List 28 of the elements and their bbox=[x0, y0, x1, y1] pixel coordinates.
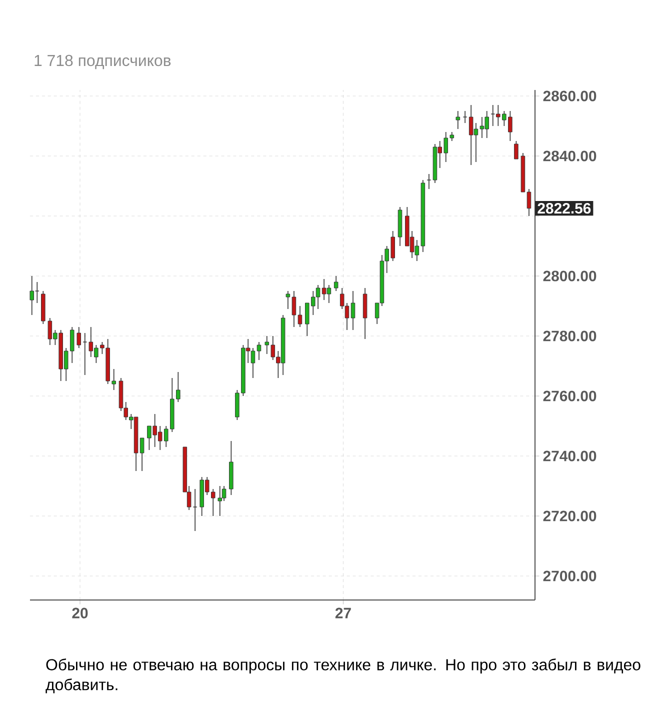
y-tick-label: 2860.00 bbox=[543, 90, 596, 102]
text: 2822.56 bbox=[538, 203, 591, 214]
candlestick bbox=[256, 342, 262, 360]
candlestick bbox=[426, 174, 432, 190]
candlestick bbox=[140, 438, 144, 472]
candlestick bbox=[456, 110, 460, 130]
x-tick-label: 27 bbox=[335, 608, 351, 618]
candlestick bbox=[218, 486, 222, 516]
chart-subtitle: 1 718 подписчиков bbox=[34, 54, 171, 70]
y-tick-label: 2840.00 bbox=[543, 150, 596, 162]
candlestick bbox=[292, 290, 296, 328]
y-tick-label: 2800.00 bbox=[543, 270, 596, 282]
candlestick bbox=[362, 288, 368, 340]
y-tick-label: 2720.00 bbox=[543, 510, 596, 522]
candlestick bbox=[334, 276, 338, 292]
candlestick bbox=[526, 188, 532, 216]
x-tick-label: 20 bbox=[72, 608, 88, 618]
candlestick bbox=[514, 140, 518, 160]
y-tick-label: 2700.00 bbox=[543, 570, 596, 582]
y-tick-label: 2760.00 bbox=[543, 390, 596, 402]
y-tick-label: 2780.00 bbox=[543, 330, 596, 342]
candlestick bbox=[462, 110, 468, 124]
y-tick-label: 2740.00 bbox=[543, 450, 596, 462]
candlestick bbox=[298, 306, 302, 328]
candlestick bbox=[286, 290, 290, 310]
candlestick bbox=[350, 290, 356, 330]
text: Обычно не отвечаю на вопросы по технике в личке. Но про это забыл в видео добавить. bbox=[46, 658, 640, 694]
candlestick bbox=[76, 326, 82, 348]
